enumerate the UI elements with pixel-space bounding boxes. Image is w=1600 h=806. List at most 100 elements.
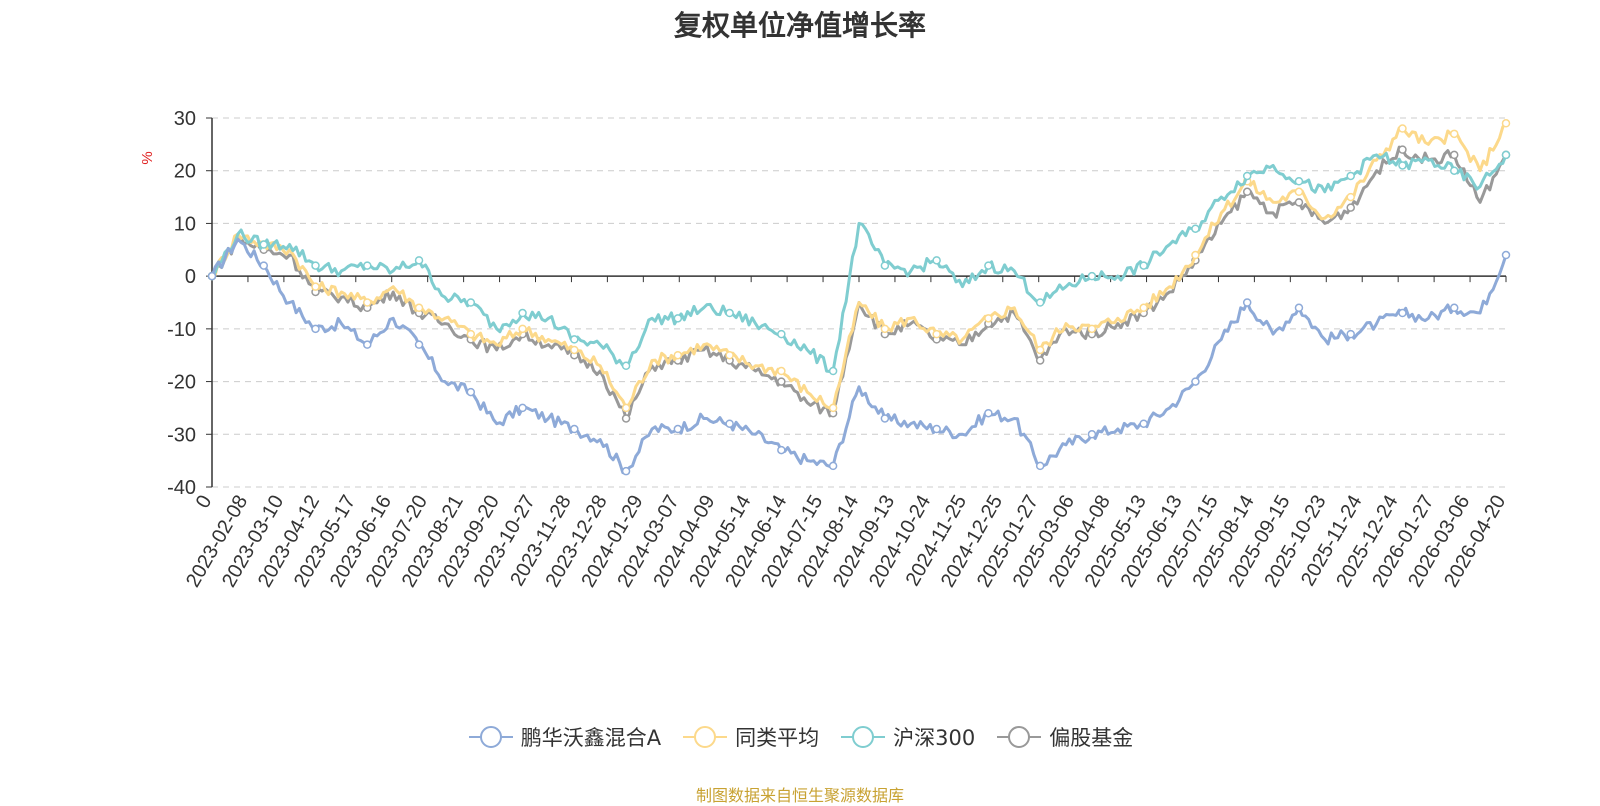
data-point [725, 308, 734, 318]
data-point [1191, 377, 1200, 386]
data-point [1346, 329, 1355, 339]
data-point [518, 403, 527, 413]
data-point [311, 282, 320, 291]
legend-label: 同类平均 [735, 726, 820, 750]
data-point [518, 308, 527, 318]
data-point [414, 303, 424, 313]
data-point [1242, 187, 1252, 197]
data-point [570, 335, 579, 344]
data-point [1191, 250, 1200, 260]
data-point [1191, 224, 1200, 233]
data-point [777, 445, 786, 455]
data-point [259, 261, 269, 270]
data-point [1449, 150, 1459, 160]
data-point [1294, 177, 1304, 186]
data-point [828, 403, 838, 413]
y-tick-label: 20 [174, 161, 196, 183]
x-tick-label: 0 [192, 492, 217, 513]
data-point [1035, 356, 1045, 365]
legend-marker-icon [997, 726, 1042, 748]
data-point [1501, 119, 1511, 128]
data-point [363, 261, 372, 270]
legend-item-peer-average[interactable]: 同类平均 [681, 722, 819, 752]
legend-item-equity-funds[interactable]: 偏股基金 [995, 722, 1133, 752]
data-point [1035, 345, 1045, 355]
data-point [1346, 192, 1355, 202]
legend-item-csi300[interactable]: 沪深300 [839, 722, 975, 752]
data-point [363, 340, 372, 349]
data-point [414, 256, 424, 265]
legend-label: 沪深300 [893, 726, 976, 750]
data-point [1398, 308, 1407, 318]
data-point [1398, 145, 1407, 154]
data-point [1139, 261, 1148, 270]
data-point [518, 324, 527, 334]
peer-average-line [211, 122, 1508, 410]
grid-lines [212, 117, 1506, 488]
data-point [1242, 171, 1252, 181]
data-point [932, 256, 941, 265]
data-point [673, 350, 683, 360]
data-point [673, 424, 683, 434]
data-point [621, 414, 631, 423]
legend-label: 鹏华沃鑫混合A [520, 726, 662, 750]
data-point [725, 419, 734, 428]
data-point [984, 261, 993, 270]
data-point [1294, 187, 1304, 197]
data-point [1294, 198, 1304, 207]
data-point [1035, 298, 1045, 307]
data-point [1449, 166, 1459, 175]
data-point [1346, 203, 1355, 212]
data-point [621, 361, 631, 371]
data-point [1087, 271, 1097, 281]
data-point [777, 329, 786, 339]
y-tick-label: -20 [167, 372, 196, 394]
data-point [932, 329, 941, 339]
data-point [1139, 419, 1148, 428]
data-point [880, 414, 890, 423]
data-point [1139, 303, 1148, 313]
data-point [828, 366, 838, 376]
y-axis-label: % [139, 151, 156, 164]
legend-item-fund[interactable]: 鹏华沃鑫混合A [467, 722, 661, 752]
data-point [466, 329, 476, 339]
y-tick-label: 0 [185, 266, 196, 288]
data-point [673, 314, 683, 323]
data-point [363, 298, 372, 307]
fund-line [210, 237, 1508, 475]
data-point [725, 350, 734, 360]
csi300-line [210, 151, 1508, 373]
data-point [777, 366, 786, 376]
data-point [1035, 461, 1045, 471]
legend-marker-icon [468, 726, 513, 748]
data-point [259, 240, 269, 249]
data-point [621, 403, 631, 413]
y-tick-label: 10 [174, 213, 196, 235]
data-point [984, 408, 993, 418]
y-tick-label: -40 [167, 477, 196, 499]
data-point [570, 424, 579, 434]
data-point [414, 340, 424, 349]
legend: 鹏华沃鑫混合A 同类平均 沪深300 偏股基金 [0, 722, 1600, 752]
data-point [466, 387, 476, 397]
data-source-note: 制图数据来自恒生聚源数据库 [695, 786, 904, 805]
legend-label: 偏股基金 [1049, 726, 1134, 750]
chart-title: 复权单位净值增长率 [673, 9, 926, 42]
data-point [1398, 124, 1407, 133]
data-point [1346, 171, 1355, 181]
legend-marker-icon [683, 726, 728, 748]
data-point [570, 345, 579, 355]
data-point [1294, 303, 1304, 313]
legend-marker-icon [841, 726, 886, 748]
data-point [207, 271, 217, 281]
data-point [828, 461, 838, 471]
data-point [932, 424, 941, 434]
data-point [311, 261, 320, 270]
data-point [777, 377, 786, 386]
data-point [1087, 430, 1097, 439]
data-point [1087, 324, 1097, 334]
data-point [880, 324, 890, 334]
data-point [1242, 298, 1252, 307]
y-tick-label: -10 [167, 319, 196, 341]
